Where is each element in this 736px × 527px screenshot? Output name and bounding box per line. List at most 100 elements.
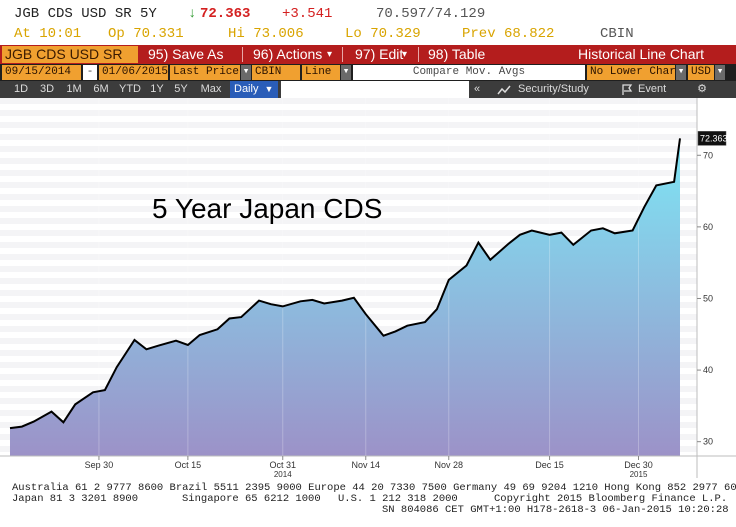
background-band (0, 134, 697, 140)
footer-phone-us: U.S. 1 212 318 2000 (338, 493, 458, 505)
background-band (0, 278, 697, 284)
open-price: Op 70.331 (108, 26, 184, 42)
style-select[interactable]: Line (302, 65, 340, 80)
ticker-field[interactable]: JGB CDS USD SR 5Y (2, 46, 138, 79)
range-1m[interactable]: 1M (66, 83, 82, 95)
lower-chart-dropdown-icon[interactable]: ▾ (676, 65, 686, 80)
function-bar: JGB CDS USD SR 5Y 95) Save As 96) Action… (0, 45, 736, 79)
range-max[interactable]: Max (200, 83, 222, 95)
currency-select[interactable]: USD (688, 65, 714, 80)
background-band (0, 254, 697, 260)
bid-ask: 70.597/74.129 (376, 6, 486, 22)
price-chart: 30 40 50 60 70 Sep 30 Oct 15 Oct 31 Nov 14 Nov 2… (0, 98, 736, 478)
security-study-icon[interactable] (496, 81, 512, 98)
y-tick-label: 50 (703, 293, 713, 303)
chart-line-icon (497, 85, 511, 95)
background-band (0, 170, 697, 176)
y-axis: 30 40 50 60 70 (697, 150, 713, 447)
event-button[interactable]: Event (638, 83, 667, 95)
security-study-button[interactable]: Security/Study (518, 83, 589, 95)
compare-mov-avgs-field[interactable]: Compare Mov. Avgs (353, 65, 585, 80)
background-band (0, 194, 697, 200)
vertical-guides (98, 98, 639, 456)
source-field[interactable]: CBIN (252, 65, 300, 80)
last-value-label: 72.363 (697, 131, 728, 146)
background-band (0, 98, 697, 104)
range-1y[interactable]: 1Y (150, 83, 164, 95)
background-band (0, 218, 697, 224)
footer-session-info: SN 804086 CET GMT+1:00 H178-2618-3 06-Ja… (382, 504, 729, 516)
background-band (0, 182, 697, 188)
background-band (0, 158, 697, 164)
periodicity-input[interactable] (281, 81, 469, 98)
down-arrow-icon: ↓ (188, 6, 197, 22)
date-separator: - (83, 65, 97, 80)
edit-button[interactable]: 97) Edit (355, 46, 404, 62)
series-line (9, 138, 681, 430)
event-icon[interactable] (620, 81, 634, 98)
currency-dropdown-icon[interactable]: ▾ (715, 65, 725, 80)
price-change: +3.541 (282, 6, 333, 22)
footer: Australia 61 2 9777 8600 Brazil 5511 239… (0, 478, 736, 527)
range-1d[interactable]: 1D (13, 83, 29, 95)
background-band (0, 242, 697, 248)
high-price: Hi 73.006 (228, 26, 304, 42)
x-year-label: 2015 (630, 470, 648, 478)
price-field-select[interactable]: Last Price (170, 65, 240, 80)
security-name: JGB CDS USD SR 5Y (14, 6, 157, 22)
settings-gear-icon[interactable]: ⚙ (697, 83, 707, 95)
actions-dropdown-icon: ▾ (327, 49, 333, 60)
quote-header: JGB CDS USD SR 5Y ↓ 72.363 +3.541 70.597… (0, 0, 736, 44)
low-price: Lo 70.329 (345, 26, 421, 42)
y-tick-label: 40 (703, 365, 713, 375)
actions-button[interactable]: 96) Actions (253, 46, 323, 62)
periodicity-select[interactable]: Daily (230, 81, 278, 98)
function-title: Historical Line Chart (578, 46, 705, 62)
x-tick-label: Sep 30 (85, 460, 114, 470)
background-band (0, 290, 697, 296)
background-band (0, 146, 697, 152)
options-bar: 09/15/2014 - 01/06/2015 Last Price ▾ CBI… (0, 64, 736, 81)
footer-copyright: Copyright 2015 Bloomberg Finance L.P. (494, 493, 728, 505)
range-6m[interactable]: 6M (93, 83, 109, 95)
background-band (0, 230, 697, 236)
range-ytd[interactable]: YTD (119, 83, 141, 95)
quote-time: At 10:01 (14, 26, 82, 42)
background-band (0, 122, 697, 128)
y-tick-label: 70 (703, 150, 713, 160)
collapse-icon[interactable]: « (473, 83, 481, 95)
start-date-field[interactable]: 09/15/2014 (2, 65, 81, 80)
save-as-button[interactable]: 95) Save As (148, 46, 224, 62)
range-5y[interactable]: 5Y (174, 83, 188, 95)
x-tick-label: Dec 15 (535, 460, 564, 470)
divider (418, 47, 419, 62)
pricing-source: CBIN (600, 26, 634, 42)
last-value-text: 72.363 (700, 133, 728, 143)
range-3d[interactable]: 3D (39, 83, 55, 95)
footer-phone-japan: Japan 81 3 3201 8900 (12, 493, 139, 505)
x-tick-label: Nov 28 (434, 460, 463, 470)
prev-close: Prev 68.822 (462, 26, 555, 42)
end-date-field[interactable]: 01/06/2015 (99, 65, 168, 80)
price-field-dropdown-icon[interactable]: ▾ (241, 65, 251, 80)
flag-icon (622, 84, 633, 95)
table-button[interactable]: 98) Table (428, 46, 486, 62)
background-band (0, 206, 697, 212)
background-band (0, 266, 697, 272)
chart-title: 5 Year Japan CDS (152, 193, 382, 224)
range-bar: 1D 3D 1M 6M YTD 1Y 5Y Max Daily ▼ « Secu… (0, 81, 736, 98)
last-price: 72.363 (200, 6, 251, 22)
y-tick-label: 60 (703, 222, 713, 232)
style-dropdown-icon[interactable]: ▾ (341, 65, 351, 80)
last-value-box (697, 131, 727, 146)
edit-dropdown-icon: ▾ (402, 49, 408, 60)
divider (242, 47, 243, 62)
x-tick-label: Dec 30 (624, 460, 653, 470)
footer-phone-singapore: Singapore 65 6212 1000 (182, 493, 321, 505)
footer-phone-line-1: Australia 61 2 9777 8600 Brazil 5511 239… (12, 482, 736, 494)
x-tick-label: Oct 15 (175, 460, 202, 470)
series-area-fill (10, 138, 680, 456)
x-axis: Sep 30 Oct 15 Oct 31 Nov 14 Nov 28 Dec 15 Dec … (85, 456, 653, 478)
periodicity-dropdown-icon[interactable]: ▼ (264, 84, 274, 94)
lower-chart-select[interactable]: No Lower Chart (587, 65, 682, 80)
